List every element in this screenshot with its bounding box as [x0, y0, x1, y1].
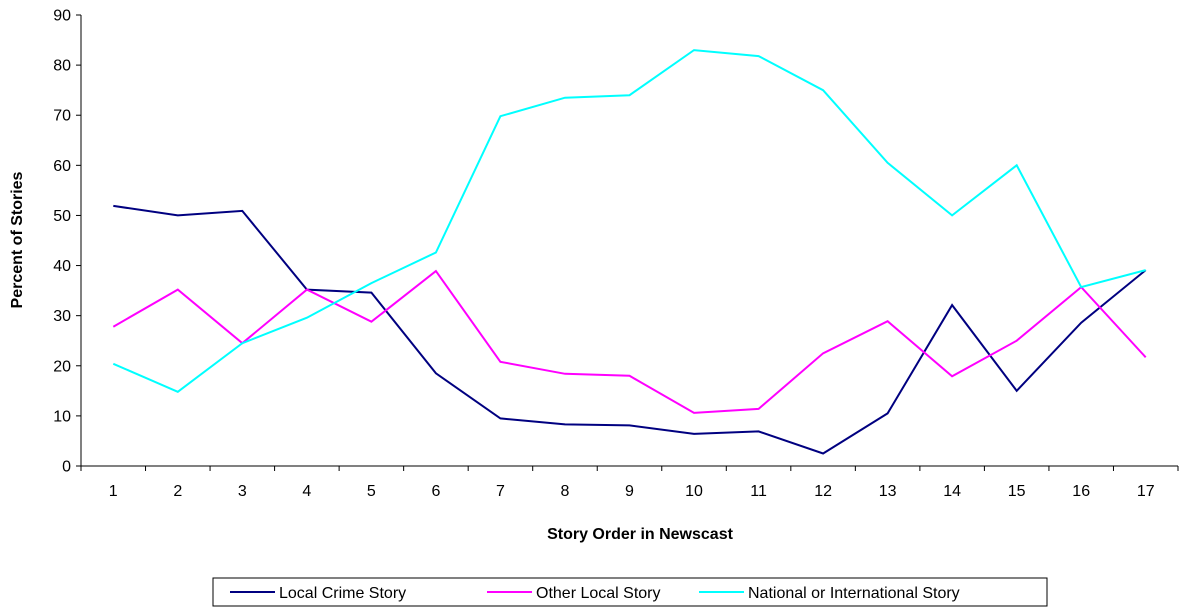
x-axis-title: Story Order in Newscast [547, 526, 734, 543]
y-tick-label: 60 [53, 158, 71, 175]
x-tick-label: 14 [943, 483, 961, 500]
x-tick-label: 6 [431, 483, 440, 500]
x-tick-label: 7 [496, 483, 505, 500]
y-tick-label: 70 [53, 108, 71, 125]
x-tick-label: 15 [1008, 483, 1026, 500]
x-tick-label: 11 [750, 483, 767, 500]
x-tick-label: 9 [625, 483, 634, 500]
y-tick-label: 50 [53, 208, 71, 225]
legend: Local Crime Story Other Local Story Nation… [212, 577, 1048, 607]
x-tick-label: 5 [367, 483, 376, 500]
legend-label-2: Other Local Story [536, 585, 661, 602]
y-tick-label: 30 [53, 308, 71, 325]
y-tick-label: 40 [53, 258, 71, 275]
x-tick-label: 16 [1072, 483, 1090, 500]
x-tick-label: 13 [879, 483, 897, 500]
x-tick-label: 17 [1137, 483, 1155, 500]
y-tick-label: 10 [53, 408, 71, 425]
x-tick-label: 1 [109, 483, 118, 500]
series-line-1 [113, 204, 1147, 455]
x-tick-label: 2 [173, 483, 182, 500]
x-tick-label: 4 [302, 483, 311, 500]
y-tick-label: 80 [53, 58, 71, 75]
y-tick-label: 90 [53, 8, 71, 25]
legend-label-1: Local Crime Story [279, 585, 406, 602]
y-tick-label: 20 [53, 358, 71, 375]
x-tick-label: 8 [561, 483, 570, 500]
x-tick-label: 12 [814, 483, 832, 500]
x-tick-label: 10 [685, 483, 703, 500]
legend-box [212, 577, 1048, 607]
series-line-3 [112, 49, 1146, 393]
y-tick-label: 0 [62, 459, 71, 476]
legend-label-3: National or International Story [748, 585, 960, 602]
series-lines [112, 49, 1147, 455]
y-axis-title: Percent of Stories [9, 171, 26, 308]
series-line-2 [112, 269, 1147, 414]
x-tick-label: 3 [238, 483, 247, 500]
